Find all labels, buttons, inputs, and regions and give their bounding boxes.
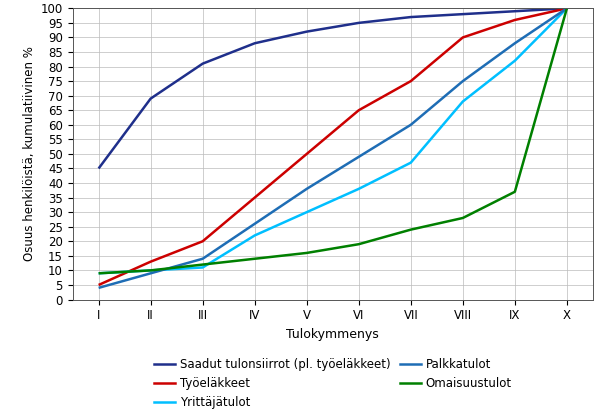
X-axis label: Tulokymmenys: Tulokymmenys bbox=[286, 328, 379, 341]
Legend: Saadut tulonsiirrot (pl. työeläkkeet), Työeläkkeet, Yrittäjätulot, Palkkatulot, : Saadut tulonsiirrot (pl. työeläkkeet), T… bbox=[154, 358, 512, 409]
Y-axis label: Osuus henkilöistä, kumulatiivinen %: Osuus henkilöistä, kumulatiivinen % bbox=[24, 47, 36, 261]
